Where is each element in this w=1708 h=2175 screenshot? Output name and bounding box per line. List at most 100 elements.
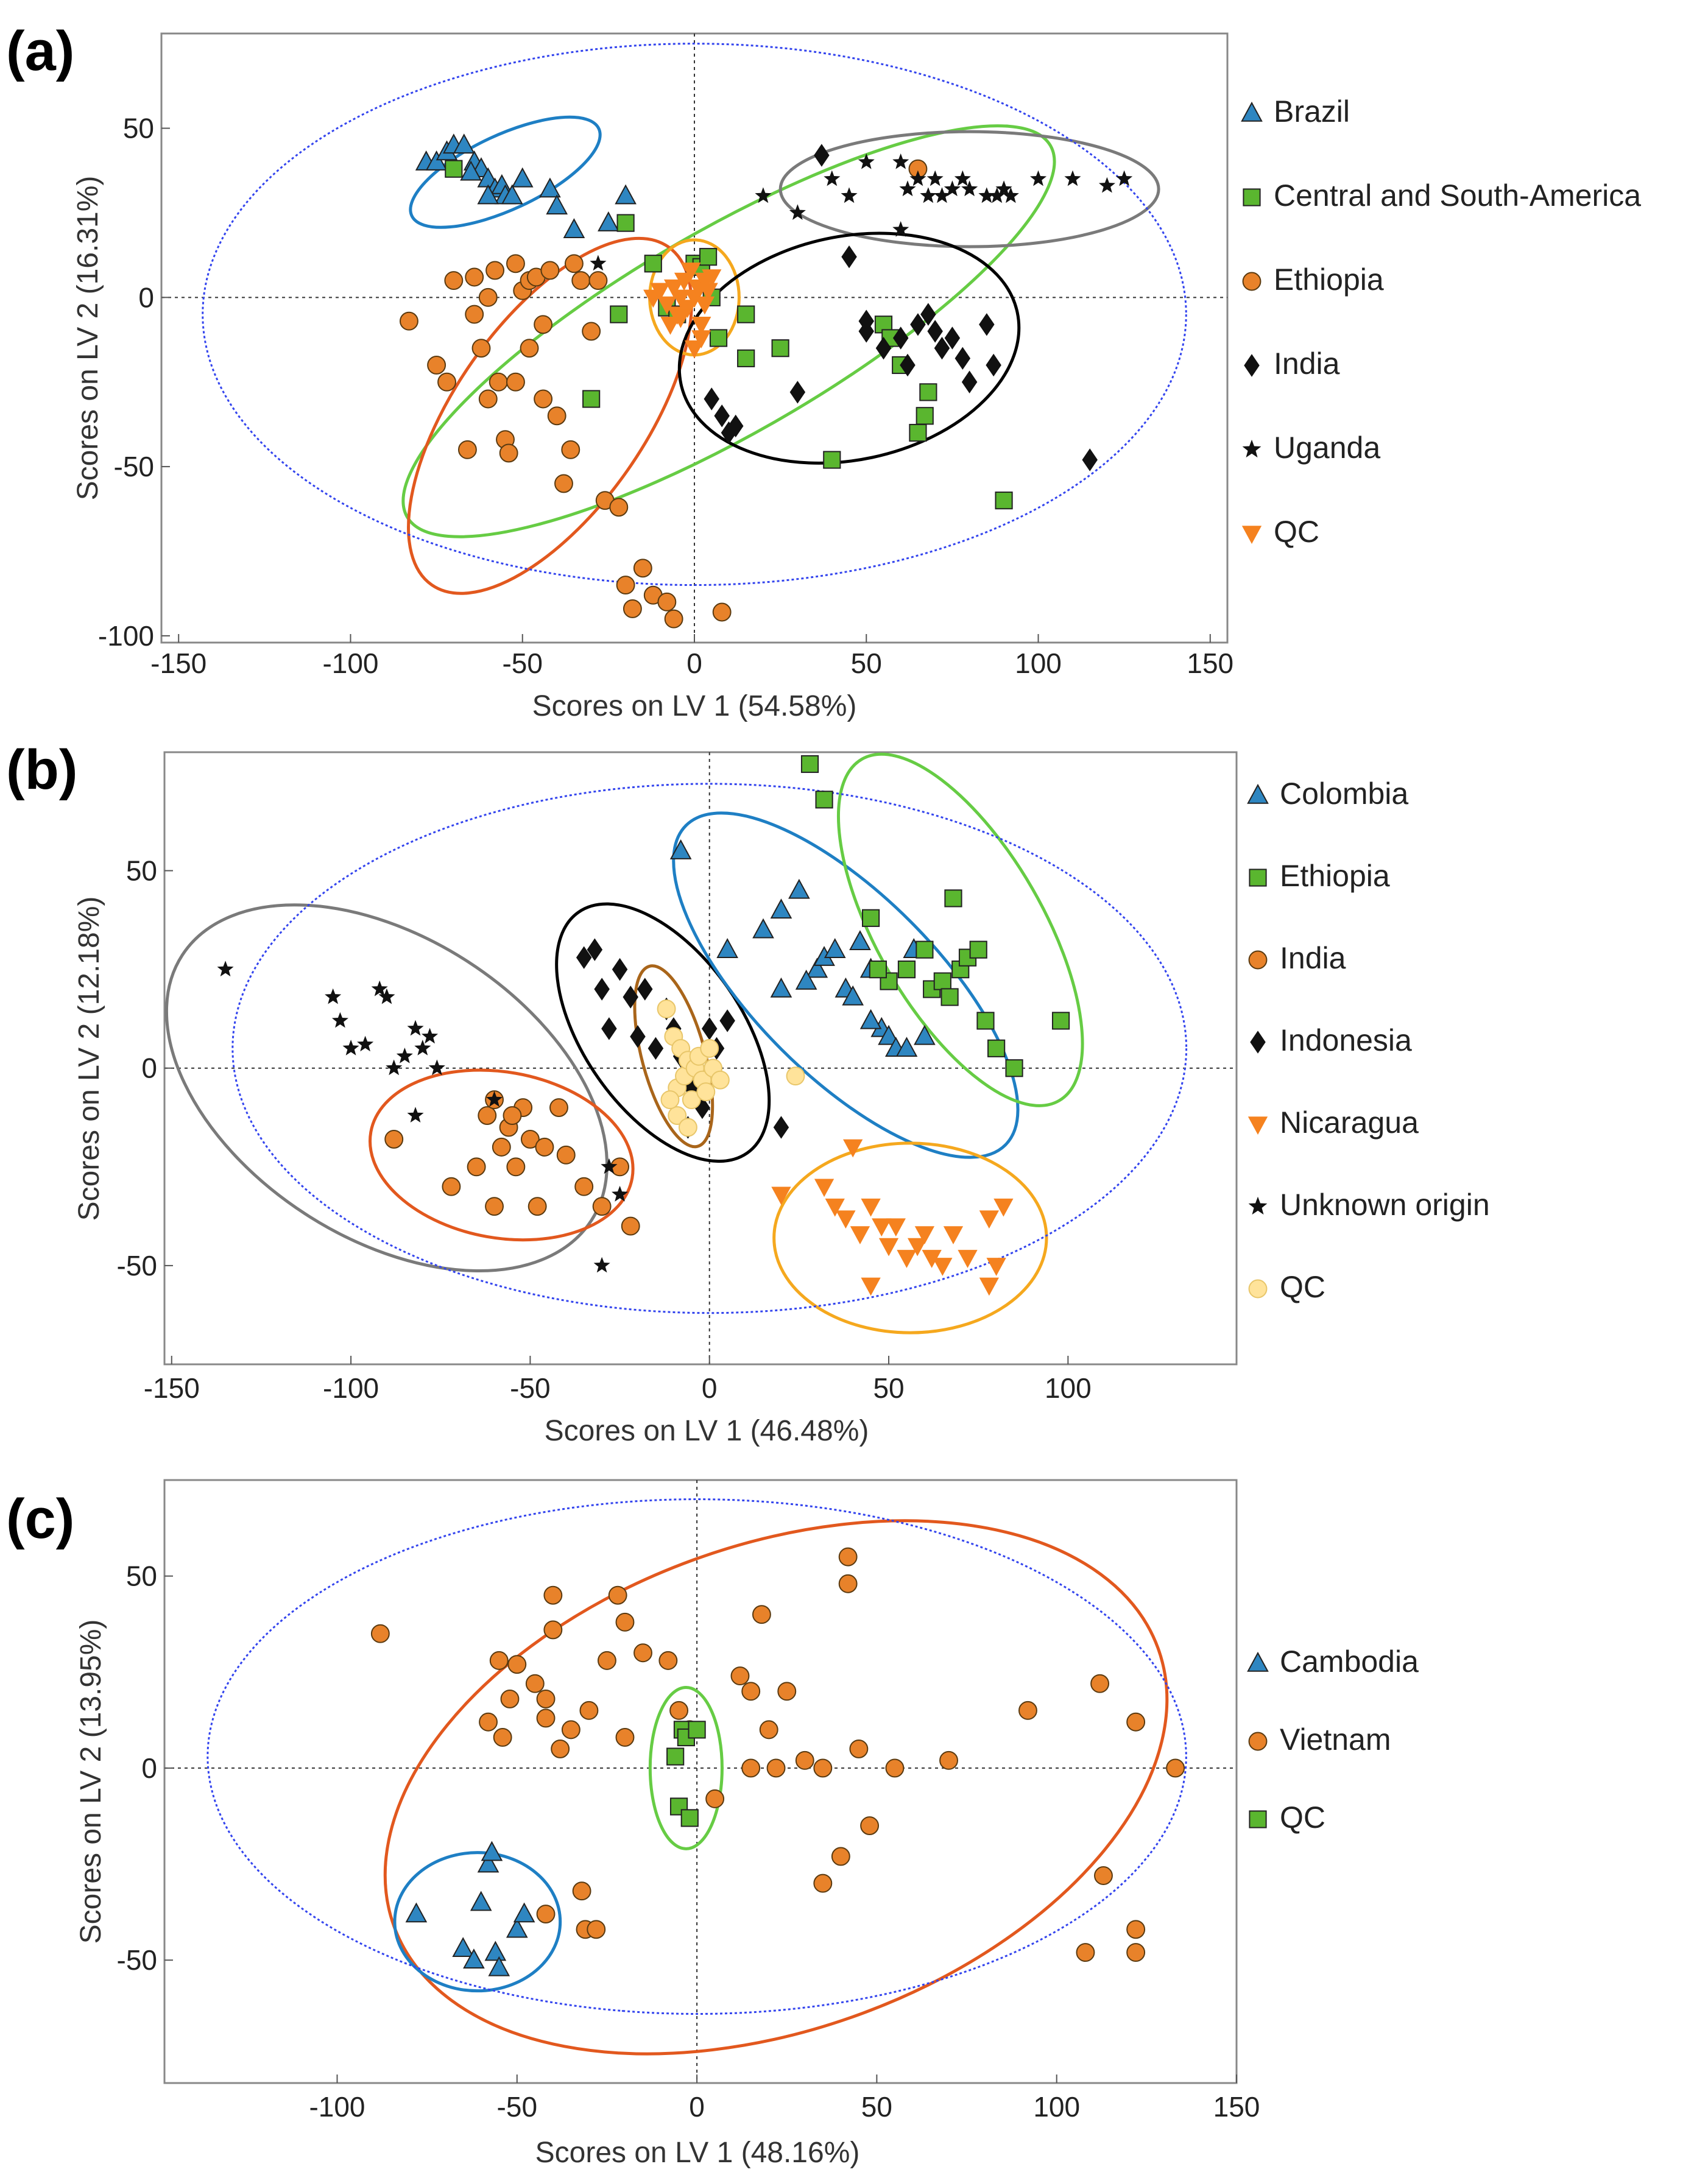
panel-a-zero-lines xyxy=(161,33,1227,643)
legend-item: QC xyxy=(1249,1800,1325,1835)
data-point-qc xyxy=(650,283,670,301)
data-point-brazil xyxy=(453,133,475,154)
confidence-ellipse xyxy=(231,783,1188,1314)
panel-a-label: (a) xyxy=(6,20,74,82)
data-point-ethiopia xyxy=(861,909,880,927)
data-point-unknown-origin xyxy=(407,1107,424,1123)
data-point-qc xyxy=(657,999,676,1018)
data-point-vietnam xyxy=(795,1750,814,1770)
data-point-uganda xyxy=(978,187,995,203)
legend-label: Brazil xyxy=(1274,94,1350,129)
legend-marker-circle xyxy=(1248,1732,1268,1751)
legend-item: India xyxy=(1244,347,1340,381)
data-point-ethiopia xyxy=(489,372,508,392)
data-point-colombia xyxy=(849,930,871,950)
y-tick-label: -50 xyxy=(117,1250,157,1281)
data-point-vietnam xyxy=(939,1750,958,1770)
legend-label: Cambodia xyxy=(1280,1644,1419,1679)
group-ellipse xyxy=(836,752,1084,1107)
data-point-india xyxy=(841,245,857,269)
data-point-india xyxy=(556,1145,576,1165)
legend-marker-triangle xyxy=(1241,101,1263,122)
data-point-india xyxy=(549,1098,568,1117)
legend-item: Cambodia xyxy=(1247,1644,1419,1679)
data-point-cambodia xyxy=(506,1917,528,1938)
data-point-ethiopia xyxy=(561,440,581,459)
data-point-cambodia xyxy=(484,1941,507,1961)
data-point-colombia xyxy=(806,957,828,978)
group-ellipse xyxy=(672,811,1020,1159)
data-point-uganda xyxy=(909,170,926,186)
panel-b-plot-frame xyxy=(163,751,1238,1366)
y-tick-label: 50 xyxy=(123,113,154,144)
data-point-colombia xyxy=(770,898,792,919)
data-point-cambodia xyxy=(513,1902,535,1923)
legend-label: Ethiopia xyxy=(1274,263,1384,297)
data-point-qc xyxy=(684,340,705,359)
legend-marker-triangle xyxy=(1247,1651,1269,1672)
data-point-vietnam xyxy=(1126,1943,1146,1962)
legend-marker-triangle-down xyxy=(1247,1116,1268,1135)
data-point-vietnam xyxy=(543,1585,563,1605)
data-point-vietnam xyxy=(489,1651,509,1670)
data-point-vietnam xyxy=(658,1651,678,1670)
data-point-qc xyxy=(660,1090,680,1110)
data-point-vietnam xyxy=(572,1881,591,1901)
data-point-qc xyxy=(700,1038,719,1058)
legend-marker-square xyxy=(1249,1810,1267,1828)
panel-c-chart: (c) -100 -50 0 50 100 150 -50 0 50 Scores on LV … xyxy=(6,1479,1419,2169)
data-point-uganda xyxy=(1064,170,1081,186)
legend-marker-triangle xyxy=(1247,783,1269,804)
data-point-ethiopia xyxy=(588,271,608,291)
data-point-india xyxy=(442,1177,461,1196)
data-point-unknown-origin xyxy=(414,1040,431,1056)
data-point-india xyxy=(858,309,875,333)
data-point-qc xyxy=(663,279,684,298)
data-point-colombia xyxy=(669,839,692,859)
data-point-central-and-south-america xyxy=(737,305,755,323)
data-point-vietnam xyxy=(838,1547,858,1567)
legend-item: India xyxy=(1248,941,1346,975)
data-point-india xyxy=(900,353,916,377)
data-point-ethiopia xyxy=(916,940,934,959)
x-tick-label: 50 xyxy=(873,1372,904,1404)
data-point-cambodia xyxy=(405,1902,428,1923)
data-point-indonesia xyxy=(623,985,638,1009)
data-point-indonesia xyxy=(648,1037,664,1060)
data-point-colombia xyxy=(895,1037,918,1057)
group-ellipse xyxy=(677,231,1021,465)
legend-label: Colombia xyxy=(1280,777,1408,811)
data-point-uganda xyxy=(899,180,916,197)
data-point-ethiopia xyxy=(800,755,819,774)
x-tick-label: -150 xyxy=(144,1372,200,1404)
data-point-unknown-origin xyxy=(325,988,342,1004)
panel-c-legend: Cambodia Vietnam QC xyxy=(1247,1644,1419,1835)
data-point-unknown-origin xyxy=(386,1059,403,1076)
data-point-uganda xyxy=(954,170,971,186)
data-point-vietnam xyxy=(1126,1712,1146,1732)
data-point-unknown-origin xyxy=(407,1020,424,1036)
data-point-indonesia xyxy=(594,978,610,1001)
data-point-vietnam xyxy=(813,1758,833,1778)
data-point-indonesia xyxy=(587,938,603,961)
data-point-brazil xyxy=(501,184,523,205)
data-point-nicaragua xyxy=(861,1198,881,1217)
data-point-unknown-origin xyxy=(612,1185,629,1202)
data-point-ethiopia xyxy=(987,1039,1006,1057)
data-point-india xyxy=(986,353,1001,377)
data-point-nicaragua xyxy=(986,1258,1006,1276)
data-point-nicaragua xyxy=(933,1258,953,1276)
data-point-ethiopia xyxy=(657,592,677,612)
data-point-colombia xyxy=(878,1024,900,1045)
data-point-unknown-origin xyxy=(331,1012,348,1028)
data-point-unknown-origin xyxy=(217,961,234,977)
data-point-india xyxy=(621,1216,640,1236)
legend-marker-triangle-down xyxy=(1241,526,1262,544)
data-point-unknown-origin xyxy=(357,1035,374,1052)
data-point-qc xyxy=(688,1721,706,1739)
y-tick-label: 50 xyxy=(126,855,157,887)
data-point-india xyxy=(492,1137,511,1157)
legend-item: Brazil xyxy=(1241,94,1350,129)
data-point-india xyxy=(592,1197,612,1216)
data-point-ethiopia xyxy=(571,271,591,291)
